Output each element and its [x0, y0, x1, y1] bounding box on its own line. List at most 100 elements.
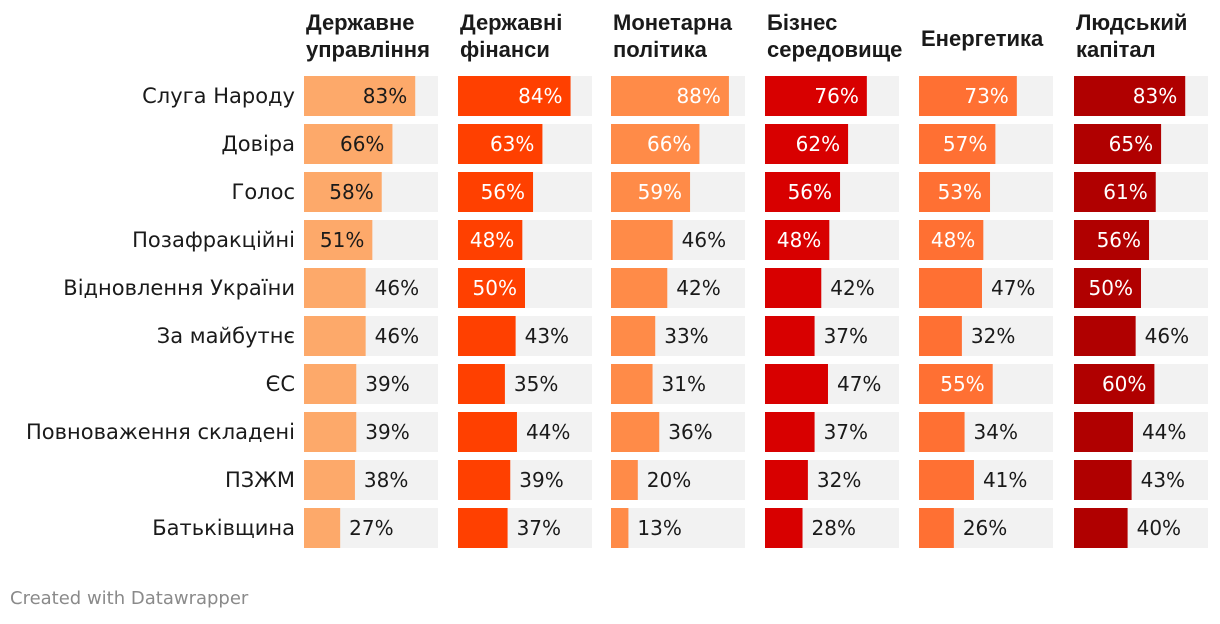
bar: [304, 508, 341, 548]
data-label: 44%: [526, 420, 570, 444]
data-label: 83%: [1133, 84, 1177, 108]
data-label: 56%: [1097, 228, 1141, 252]
data-label: 60%: [1102, 372, 1146, 396]
data-label: 39%: [519, 468, 563, 492]
bar: [1074, 460, 1132, 500]
bar: [304, 172, 382, 212]
column-title: фінанси: [460, 37, 550, 62]
data-label: 46%: [682, 228, 726, 252]
data-label: 44%: [1142, 420, 1186, 444]
bar: [765, 124, 849, 164]
row-label: ЄС: [266, 372, 295, 396]
bar: [765, 316, 815, 356]
bar: [765, 268, 822, 308]
data-label: 13%: [637, 516, 681, 540]
data-label: 55%: [940, 372, 984, 396]
bar: [765, 172, 841, 212]
bar: [1074, 508, 1128, 548]
bar: [919, 268, 982, 308]
column-title: Державні: [460, 10, 562, 35]
data-label: 26%: [963, 516, 1007, 540]
bar: [611, 364, 653, 404]
data-label: 48%: [777, 228, 821, 252]
bar: [919, 460, 974, 500]
bar: [458, 76, 571, 116]
data-label: 46%: [1145, 324, 1189, 348]
data-label: 58%: [329, 180, 373, 204]
bar: [1074, 412, 1133, 452]
bar: [611, 220, 673, 260]
column-title: середовище: [767, 37, 902, 62]
data-label: 42%: [830, 276, 874, 300]
data-label: 41%: [983, 468, 1027, 492]
bar: [919, 508, 954, 548]
bar: [765, 76, 867, 116]
row-label: За майбутнє: [157, 324, 295, 348]
bar: [304, 76, 416, 116]
data-label: 36%: [668, 420, 712, 444]
data-label: 43%: [1141, 468, 1185, 492]
data-label: 83%: [363, 84, 407, 108]
data-label: 50%: [473, 276, 517, 300]
data-label: 32%: [817, 468, 861, 492]
bar: [458, 460, 511, 500]
bar: [304, 316, 366, 356]
column-title: Бізнес: [767, 10, 837, 35]
data-label: 32%: [971, 324, 1015, 348]
column-title: Енергетика: [921, 26, 1044, 51]
data-label: 48%: [470, 228, 514, 252]
data-label: 37%: [824, 324, 868, 348]
bar: [458, 508, 508, 548]
bar: [919, 76, 1017, 116]
bar: [458, 124, 543, 164]
bar: [458, 172, 534, 212]
row-label: Довіра: [221, 132, 295, 156]
data-label: 47%: [991, 276, 1035, 300]
bar: [304, 364, 357, 404]
data-label: 38%: [364, 468, 408, 492]
bar: [458, 268, 525, 308]
data-label: 88%: [676, 84, 720, 108]
data-label: 65%: [1109, 132, 1153, 156]
data-label: 43%: [525, 324, 569, 348]
row-label: Голос: [232, 180, 295, 204]
bar: [765, 460, 808, 500]
bar: [1074, 76, 1186, 116]
data-label: 31%: [662, 372, 706, 396]
data-label: 73%: [964, 84, 1008, 108]
data-label: 33%: [664, 324, 708, 348]
data-label: 27%: [349, 516, 393, 540]
bar: [919, 124, 996, 164]
data-label: 66%: [647, 132, 691, 156]
bar: [1074, 220, 1150, 260]
datawrapper-credit[interactable]: Created with Datawrapper: [10, 588, 249, 609]
bar: [611, 508, 629, 548]
bar: [304, 460, 355, 500]
data-label: 50%: [1089, 276, 1133, 300]
bar: [919, 172, 991, 212]
bar: [304, 268, 366, 308]
bar: [611, 172, 691, 212]
bar: [611, 412, 660, 452]
row-label: Позафракційні: [132, 228, 295, 252]
bar: [1074, 364, 1155, 404]
column-title: управління: [306, 37, 430, 62]
data-label: 42%: [676, 276, 720, 300]
data-label: 39%: [365, 372, 409, 396]
data-label: 46%: [375, 324, 419, 348]
bar: [1074, 172, 1156, 212]
bar: [611, 460, 638, 500]
bar: [458, 220, 523, 260]
data-label: 56%: [481, 180, 525, 204]
bar: [1074, 124, 1162, 164]
bar: [611, 76, 729, 116]
data-label: 47%: [837, 372, 881, 396]
bar: [304, 124, 393, 164]
data-label: 35%: [514, 372, 558, 396]
data-label: 62%: [796, 132, 840, 156]
data-label: 34%: [974, 420, 1018, 444]
data-label: 63%: [490, 132, 534, 156]
bar: [458, 316, 516, 356]
bar: [765, 220, 830, 260]
